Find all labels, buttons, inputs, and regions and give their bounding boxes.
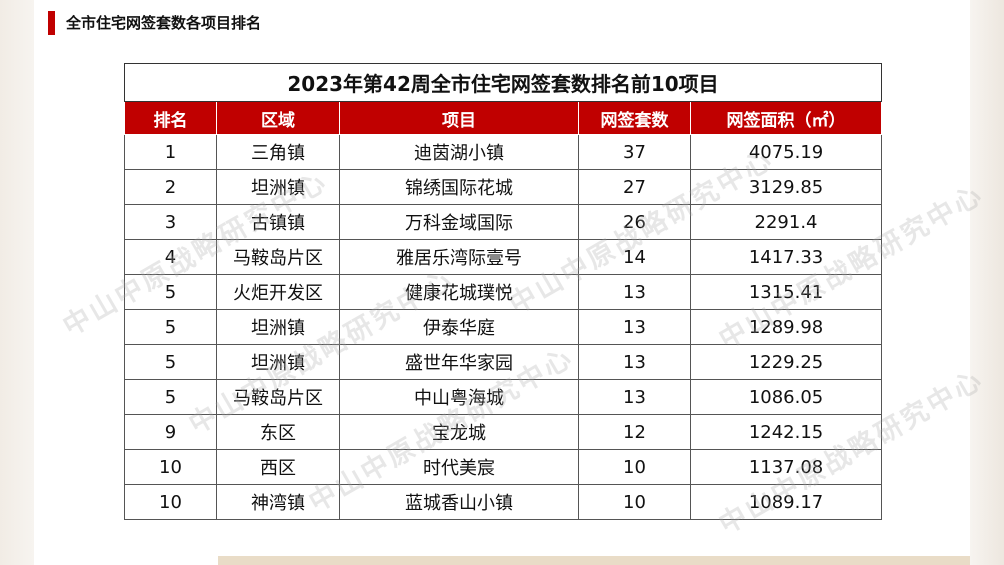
table-row: 9 东区 宝龙城 12 1242.15 <box>124 414 883 450</box>
table-caption-row: 2023年第42周全市住宅网签套数排名前10项目 <box>123 63 883 102</box>
cell-rank: 5 <box>124 274 217 310</box>
cell-project: 万科金域国际 <box>339 204 579 240</box>
table-row: 2 坦洲镇 锦绣国际花城 27 3129.85 <box>124 169 883 205</box>
cell-district: 坦洲镇 <box>216 309 340 345</box>
cell-project: 中山粤海城 <box>339 379 579 415</box>
page-title: 全市住宅网签套数各项目排名 <box>66 14 262 32</box>
cell-rank: 10 <box>124 484 217 520</box>
table-row: 5 火炬开发区 健康花城璞悦 13 1315.41 <box>124 274 883 310</box>
cell-district: 三角镇 <box>216 134 340 170</box>
cell-district: 坦洲镇 <box>216 169 340 205</box>
table-row: 10 西区 时代美宸 10 1137.08 <box>124 449 883 485</box>
cell-units: 10 <box>578 449 691 485</box>
cell-rank: 9 <box>124 414 217 450</box>
cell-units: 12 <box>578 414 691 450</box>
cell-project: 蓝城香山小镇 <box>339 484 579 520</box>
cell-rank: 5 <box>124 379 217 415</box>
cell-rank: 3 <box>124 204 217 240</box>
cell-rank: 4 <box>124 239 217 275</box>
cell-area: 1137.08 <box>689 449 883 485</box>
table-header-row: 排名 区域 项目 网签套数 网签面积（㎡） <box>124 101 883 135</box>
cell-area: 1089.17 <box>689 484 883 520</box>
cell-district: 坦洲镇 <box>216 344 340 380</box>
cell-project: 健康花城璞悦 <box>339 274 579 310</box>
table-row: 10 神湾镇 蓝城香山小镇 10 1089.17 <box>124 484 883 520</box>
table-row: 5 马鞍岛片区 中山粤海城 13 1086.05 <box>124 379 883 415</box>
table-row: 5 坦洲镇 伊泰华庭 13 1289.98 <box>124 309 883 345</box>
cell-project: 时代美宸 <box>339 449 579 485</box>
cell-project: 锦绣国际花城 <box>339 169 579 205</box>
cell-area: 1242.15 <box>689 414 883 450</box>
cell-units: 13 <box>578 344 691 380</box>
cell-district: 西区 <box>216 449 340 485</box>
cell-project: 盛世年华家园 <box>339 344 579 380</box>
cell-rank: 5 <box>124 344 217 380</box>
cell-units: 10 <box>578 484 691 520</box>
header-accent-bar <box>48 11 55 35</box>
cell-units: 14 <box>578 239 691 275</box>
cell-units: 13 <box>578 309 691 345</box>
column-header-project: 项目 <box>339 101 579 135</box>
table-row: 1 三角镇 迪茵湖小镇 37 4075.19 <box>124 134 883 170</box>
cell-rank: 5 <box>124 309 217 345</box>
column-header-district: 区域 <box>216 101 340 135</box>
ranking-table: 2023年第42周全市住宅网签套数排名前10项目 排名 区域 项目 网签套数 网… <box>123 63 883 520</box>
cell-area: 1086.05 <box>689 379 883 415</box>
cell-area: 1289.98 <box>689 309 883 345</box>
cell-units: 13 <box>578 379 691 415</box>
cell-district: 神湾镇 <box>216 484 340 520</box>
cell-area: 1229.25 <box>689 344 883 380</box>
table-caption: 2023年第42周全市住宅网签套数排名前10项目 <box>123 63 883 102</box>
cell-project: 迪茵湖小镇 <box>339 134 579 170</box>
cell-district: 马鞍岛片区 <box>216 379 340 415</box>
column-header-units: 网签套数 <box>578 101 691 135</box>
right-background <box>970 0 1004 565</box>
cell-area: 2291.4 <box>689 204 883 240</box>
cell-area: 4075.19 <box>689 134 883 170</box>
cell-project: 雅居乐湾际壹号 <box>339 239 579 275</box>
cell-area: 1315.41 <box>689 274 883 310</box>
cell-units: 13 <box>578 274 691 310</box>
cell-area: 3129.85 <box>689 169 883 205</box>
table-row: 3 古镇镇 万科金域国际 26 2291.4 <box>124 204 883 240</box>
cell-area: 1417.33 <box>689 239 883 275</box>
column-header-area: 网签面积（㎡） <box>689 101 883 135</box>
cell-project: 伊泰华庭 <box>339 309 579 345</box>
table-row: 5 坦洲镇 盛世年华家园 13 1229.25 <box>124 344 883 380</box>
cell-district: 古镇镇 <box>216 204 340 240</box>
bottom-decor-bar <box>218 556 970 565</box>
cell-district: 马鞍岛片区 <box>216 239 340 275</box>
cell-units: 26 <box>578 204 691 240</box>
table-row: 4 马鞍岛片区 雅居乐湾际壹号 14 1417.33 <box>124 239 883 275</box>
cell-rank: 1 <box>124 134 217 170</box>
cell-district: 火炬开发区 <box>216 274 340 310</box>
left-background <box>0 0 34 565</box>
cell-rank: 10 <box>124 449 217 485</box>
cell-district: 东区 <box>216 414 340 450</box>
cell-rank: 2 <box>124 169 217 205</box>
cell-units: 37 <box>578 134 691 170</box>
ranking-table-container: 2023年第42周全市住宅网签套数排名前10项目 排名 区域 项目 网签套数 网… <box>123 63 883 520</box>
column-header-rank: 排名 <box>124 101 217 135</box>
cell-project: 宝龙城 <box>339 414 579 450</box>
cell-units: 27 <box>578 169 691 205</box>
